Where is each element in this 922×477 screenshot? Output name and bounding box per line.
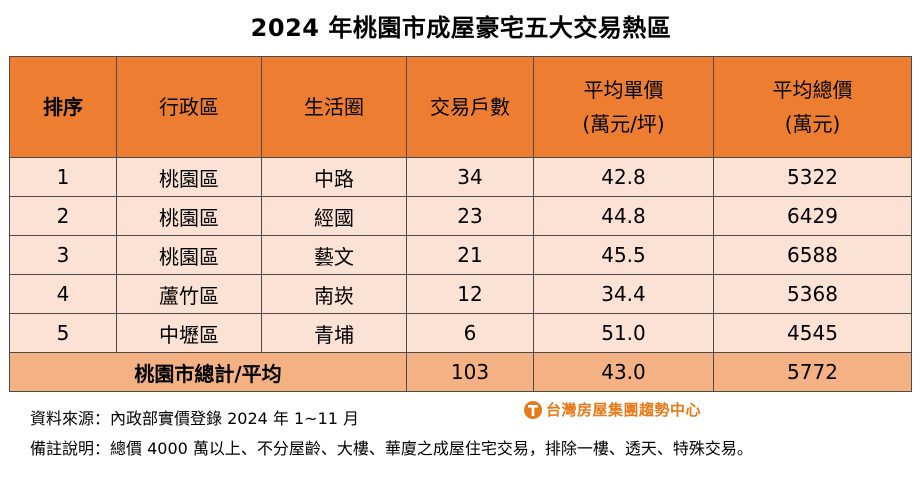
cell-area: 南崁	[261, 274, 407, 314]
total-unit-price: 43.0	[533, 352, 714, 392]
cell-rank: 4	[9, 274, 117, 314]
cell-district: 桃園區	[116, 157, 262, 197]
cell-rank: 2	[9, 196, 117, 236]
header-unit-price-label: 平均單價	[583, 78, 664, 102]
table-total-row: 桃園市總計/平均 103 43.0 5772	[9, 352, 912, 392]
logo-text: 台灣房屋集團趨勢中心	[546, 401, 702, 419]
table-row: 1 桃園區 中路 34 42.8 5322	[9, 157, 912, 197]
page-title: 2024 年桃園市成屋豪宅五大交易熱區	[250, 14, 672, 42]
cell-district: 桃園區	[116, 196, 262, 236]
header-total-price: 平均總價 (萬元)	[713, 56, 912, 158]
header-unit-price-unit: (萬元/坪)	[582, 112, 665, 136]
cell-total-price: 5368	[713, 274, 912, 314]
total-count: 103	[406, 352, 534, 392]
cell-total-price: 6429	[713, 196, 912, 236]
cell-count: 34	[406, 157, 534, 197]
cell-count: 21	[406, 235, 534, 275]
total-total-price: 5772	[713, 352, 912, 392]
table-row: 4 蘆竹區 南崁 12 34.4 5368	[9, 274, 912, 314]
header-area: 生活圈	[261, 56, 407, 158]
cell-district: 蘆竹區	[116, 274, 262, 314]
header-total-price-unit: (萬元)	[784, 112, 841, 136]
cell-total-price: 6588	[713, 235, 912, 275]
cell-total-price: 5322	[713, 157, 912, 197]
header-unit-price: 平均單價 (萬元/坪)	[533, 56, 714, 158]
total-label: 桃園市總計/平均	[9, 352, 407, 392]
cell-unit-price: 42.8	[533, 157, 714, 197]
data-source-note: 資料來源：內政部實價登錄 2024 年 1~11 月	[30, 409, 360, 428]
cell-unit-price: 51.0	[533, 313, 714, 353]
cell-area: 經國	[261, 196, 407, 236]
cell-rank: 3	[9, 235, 117, 275]
cell-unit-price: 44.8	[533, 196, 714, 236]
cell-area: 青埔	[261, 313, 407, 353]
table-row: 2 桃園區 經國 23 44.8 6429	[9, 196, 912, 236]
header-total-price-label: 平均總價	[772, 78, 853, 102]
cell-total-price: 4545	[713, 313, 912, 353]
cell-area: 中路	[261, 157, 407, 197]
cell-rank: 1	[9, 157, 117, 197]
header-rank: 排序	[9, 56, 117, 158]
table-header-row: 排序 行政區 生活圈 交易戶數 平均單價 (萬元/坪) 平均總價 (萬元)	[9, 56, 912, 158]
remark-note: 備註說明：總價 4000 萬以上、不分屋齡、大樓、華廈之成屋住宅交易，排除一樓、…	[30, 439, 753, 458]
cell-area: 藝文	[261, 235, 407, 275]
cell-unit-price: 45.5	[533, 235, 714, 275]
table-row: 3 桃園區 藝文 21 45.5 6588	[9, 235, 912, 275]
housing-transaction-table: 排序 行政區 生活圈 交易戶數 平均單價 (萬元/坪) 平均總價 (萬元) 1 …	[9, 56, 912, 392]
header-count: 交易戶數	[406, 56, 534, 158]
cell-district: 中壢區	[116, 313, 262, 353]
cell-unit-price: 34.4	[533, 274, 714, 314]
cell-rank: 5	[9, 313, 117, 353]
cell-count: 23	[406, 196, 534, 236]
cell-district: 桃園區	[116, 235, 262, 275]
cell-count: 6	[406, 313, 534, 353]
company-logo: 台灣房屋集團趨勢中心	[523, 399, 701, 420]
cell-count: 12	[406, 274, 534, 314]
taiwan-realty-logo-icon	[524, 400, 542, 419]
table-row: 5 中壢區 青埔 6 51.0 4545	[9, 313, 912, 353]
header-district: 行政區	[116, 56, 262, 158]
